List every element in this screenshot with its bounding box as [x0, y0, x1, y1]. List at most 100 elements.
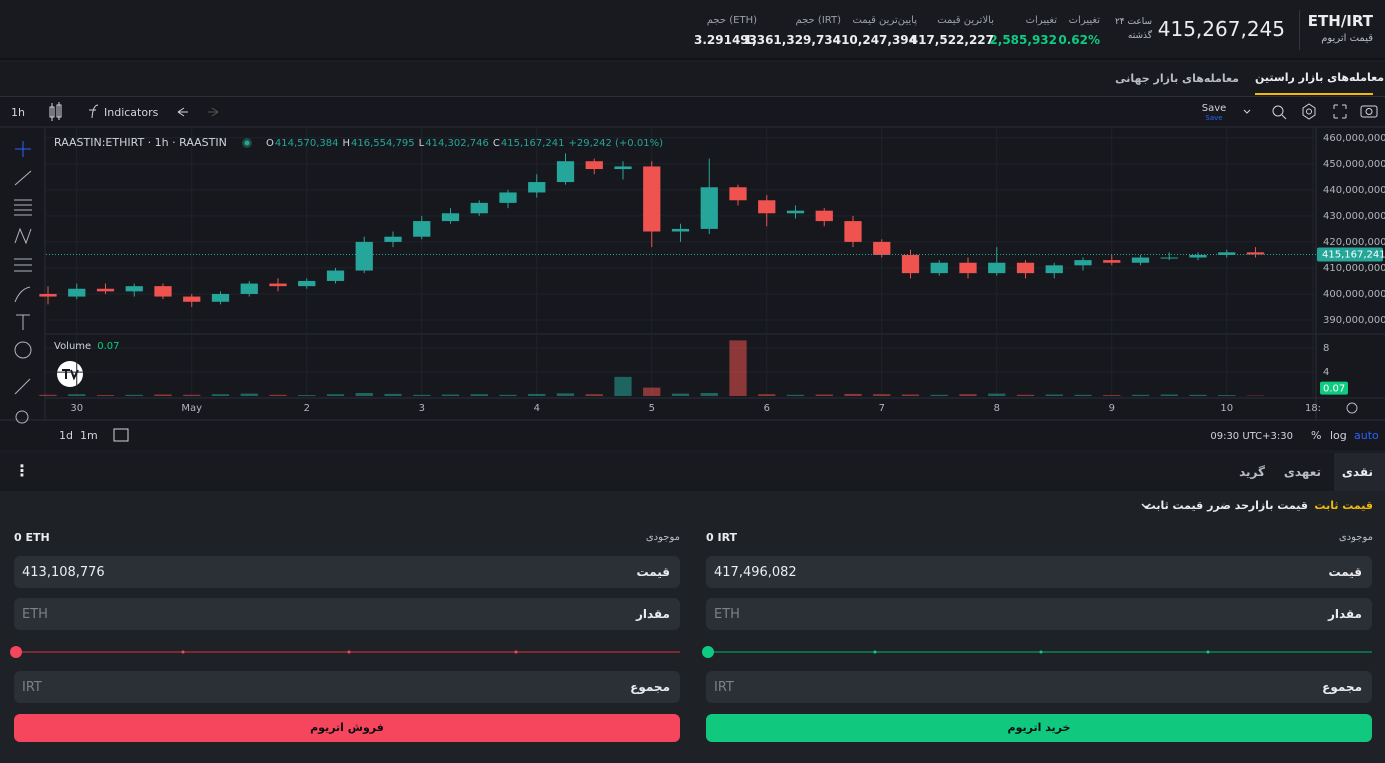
last-price-label: 415,167,241 [1322, 249, 1385, 260]
candle-body [643, 166, 661, 232]
total-input[interactable]: IRT مجموع [706, 671, 1372, 703]
volume-bar [700, 393, 718, 396]
goto-date[interactable] [113, 428, 129, 442]
candle-body [901, 254, 920, 274]
status-dot [244, 140, 250, 146]
auto-toggle[interactable]: auto [1354, 429, 1379, 442]
pair-name: قیمت اتریوم [1321, 33, 1373, 44]
candle-body [815, 210, 833, 222]
candle-body [211, 293, 230, 302]
tab[interactable]: معامله‌های بازار جهانی [1115, 72, 1239, 85]
order-type[interactable]: قیمت بازار [1248, 499, 1308, 512]
volume-bar [1103, 395, 1121, 396]
percent-toggle[interactable]: % [1311, 429, 1321, 442]
indicators[interactable]: Indicators [104, 106, 159, 119]
volume-bar [873, 394, 891, 396]
volume-bar [1074, 394, 1092, 396]
y-tick-label: 450,000,000 [1323, 159, 1385, 170]
candle-body [729, 187, 747, 201]
separator [1299, 10, 1300, 50]
buy-button[interactable]: خرید اتریوم [706, 714, 1372, 742]
candle-body [1160, 257, 1178, 259]
volume-bar [585, 394, 603, 396]
order-tab[interactable]: گرید [1239, 465, 1265, 479]
candle-body [68, 288, 86, 297]
price-value[interactable]: 417,496,082 [714, 565, 797, 580]
undo[interactable] [177, 107, 188, 117]
total-input[interactable]: IRT مجموع [14, 671, 680, 703]
volume-bar [39, 394, 57, 396]
settings[interactable] [1346, 402, 1358, 414]
volume-bar [1189, 394, 1207, 396]
candle-body [1189, 254, 1207, 258]
candle-body [1131, 257, 1150, 263]
candle-body [1016, 262, 1035, 274]
price-input[interactable]: 417,496,082 قیمت [706, 556, 1372, 588]
save[interactable]: Save [1202, 103, 1227, 114]
redo[interactable] [208, 107, 219, 117]
legend-key: O [266, 138, 274, 149]
stat-label: حجم (IRT) [795, 15, 841, 26]
order-type[interactable]: حد ضرر قیمت ثابت [1144, 499, 1249, 512]
x-tick-label: 4 [534, 403, 540, 414]
volume-bar [556, 393, 575, 396]
order-tab[interactable]: نقدی [1341, 465, 1373, 479]
drawing-tools[interactable] [14, 141, 32, 424]
buy-slider[interactable] [700, 644, 1380, 660]
candle-body [671, 228, 690, 232]
x-tick-label: 5 [649, 403, 655, 414]
candle-body [470, 202, 488, 214]
stat-value: 417,522,227 [909, 33, 994, 47]
timezone[interactable]: 09:30 UTC+3:30 [1210, 431, 1293, 442]
price-value[interactable]: 413,108,776 [22, 565, 105, 580]
legend-change: +29,242 (+0.01%) [568, 138, 663, 149]
order-type[interactable]: قیمت ثابت [1314, 499, 1373, 512]
amount-input[interactable]: ETH مقدار [14, 598, 680, 630]
volume-bar [959, 394, 977, 396]
amount-label: مقدار [635, 607, 670, 621]
last-price: 415,267,245 [1157, 17, 1285, 41]
y-tick-label: 410,000,000 [1323, 263, 1385, 274]
tab[interactable]: معامله‌های بازار راستین [1255, 62, 1384, 95]
menu[interactable]: ⋮ [14, 461, 30, 480]
interval[interactable]: 1h [11, 106, 25, 119]
volume-bar [614, 376, 632, 396]
total-unit: IRT [714, 680, 734, 695]
volume-bar [413, 394, 431, 396]
chart-background [0, 97, 1385, 450]
log-toggle[interactable]: log [1330, 429, 1347, 442]
volume-bar [930, 394, 948, 396]
candle-body [556, 161, 575, 183]
order-tab[interactable]: تعهدی [1283, 465, 1321, 479]
range[interactable]: 1d [59, 429, 73, 442]
sell-slider[interactable] [8, 644, 688, 660]
y-tick-label: 430,000,000 [1323, 211, 1385, 222]
save-menu[interactable] [1243, 109, 1251, 114]
range[interactable]: 1m [80, 429, 98, 442]
y-tick-label: 400,000,000 [1323, 289, 1385, 300]
toolbar-icons[interactable] [1272, 103, 1378, 120]
y-tick-label: 440,000,000 [1323, 185, 1385, 196]
x-tick-label: 3 [419, 403, 425, 414]
stat-label: حجم (ETH) [706, 15, 757, 26]
candle-body [1103, 260, 1121, 263]
chevron[interactable] [1140, 501, 1152, 511]
volume-bar [470, 394, 488, 396]
sell-button[interactable]: فروش اتریوم [14, 714, 680, 742]
x-tick-label: 2 [304, 403, 310, 414]
volume-bar [240, 393, 258, 396]
x-tick-label: 7 [879, 403, 885, 414]
period: ۲۴ ساعت [1114, 17, 1152, 27]
volume-bar [183, 394, 201, 396]
balance-label: موجودی [1338, 532, 1373, 543]
fx-icon[interactable] [89, 104, 99, 119]
price-input[interactable]: 413,108,776 قیمت [14, 556, 680, 588]
x-tick-label: 30 [70, 403, 83, 414]
stat-label: تغییرات [1025, 15, 1057, 26]
candle-body [758, 200, 776, 214]
volume-bar [96, 395, 115, 396]
amount-input[interactable]: ETH مقدار [706, 598, 1372, 630]
volume-bar [384, 393, 402, 396]
candles-icon[interactable] [49, 102, 62, 121]
volume-bar [844, 393, 862, 396]
